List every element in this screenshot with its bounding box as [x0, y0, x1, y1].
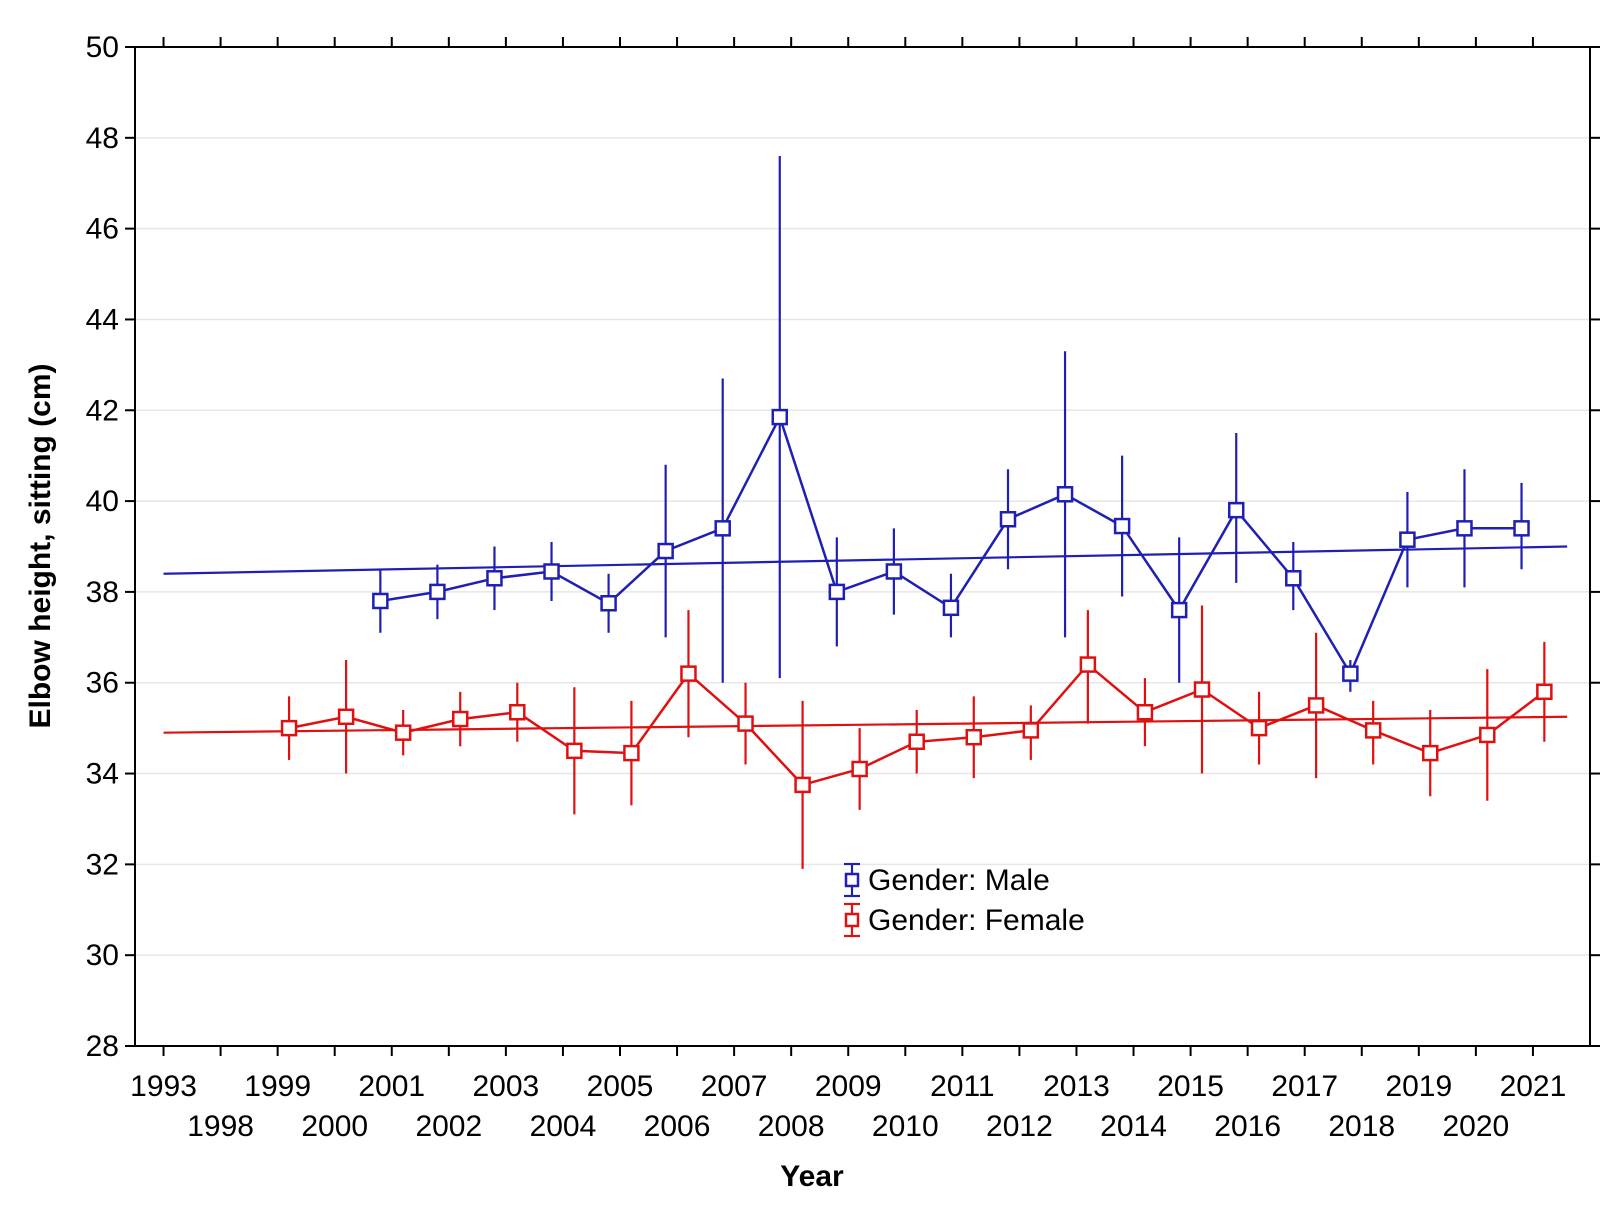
- data-point-male-2020: [1456, 520, 1473, 537]
- legend-marker-male: [844, 872, 860, 888]
- data-point-female-2005: [623, 744, 640, 762]
- data-point-female-2010: [908, 733, 925, 751]
- data-point-male-2018: [1342, 665, 1359, 682]
- x-tick-label-2009: 2009: [815, 1070, 882, 1103]
- x-tick-label-2014: 2014: [1100, 1110, 1167, 1143]
- legend-label-male: Gender: Male: [868, 864, 1050, 897]
- x-tick-label-2002: 2002: [415, 1110, 482, 1143]
- data-point-male-2015: [1170, 601, 1188, 619]
- x-axis-title: Year: [780, 1160, 844, 1193]
- y-tick-label-32: 32: [86, 848, 119, 881]
- data-point-male-2006: [657, 542, 674, 560]
- data-point-female-2008: [794, 776, 811, 794]
- data-point-male-2010: [885, 563, 903, 580]
- data-point-female-1999: [280, 719, 298, 737]
- legend-item-female: Gender: Female: [844, 902, 1085, 938]
- data-point-male-2008: [771, 408, 789, 426]
- x-tick-label-1998: 1998: [187, 1110, 254, 1143]
- data-point-female-2015: [1193, 681, 1211, 698]
- x-tick-label-2015: 2015: [1157, 1070, 1224, 1103]
- y-tick-label-50: 50: [86, 31, 119, 64]
- data-series: [280, 155, 1553, 869]
- data-point-male-2007: [714, 520, 731, 537]
- x-tick-label-2019: 2019: [1385, 1070, 1452, 1103]
- y-tick-label-38: 38: [86, 576, 119, 609]
- series-male: [372, 155, 1530, 692]
- y-tick-label-44: 44: [86, 303, 119, 336]
- data-point-male-2017: [1285, 570, 1302, 587]
- data-point-male-2003: [486, 570, 503, 587]
- data-point-female-2007: [737, 715, 754, 732]
- data-point-female-2001: [394, 724, 412, 741]
- x-tick-label-2018: 2018: [1328, 1110, 1395, 1143]
- legend-label-female: Gender: Female: [868, 904, 1085, 937]
- y-tick-label-46: 46: [86, 213, 119, 246]
- legend-marker-female: [844, 912, 860, 928]
- y-tick-label-34: 34: [86, 758, 119, 791]
- data-point-female-2006: [680, 665, 697, 682]
- data-point-male-2004: [543, 563, 560, 580]
- x-tick-label-2010: 2010: [872, 1110, 939, 1143]
- data-point-female-2012: [1022, 722, 1040, 739]
- x-tick-label-2004: 2004: [530, 1110, 597, 1143]
- x-tick-label-2003: 2003: [473, 1070, 540, 1103]
- series-female: [280, 605, 1553, 869]
- axes: 28 30 32 34 36 38 40 42 44 46 48 50 1993 1999 2001 2003…: [86, 31, 1600, 1143]
- x-tick-label-2017: 2017: [1271, 1070, 1338, 1103]
- data-point-male-2016: [1227, 501, 1245, 519]
- x-tick-label-2005: 2005: [587, 1070, 654, 1103]
- x-tick-label-2020: 2020: [1443, 1110, 1510, 1143]
- data-point-male-2014: [1113, 517, 1131, 535]
- data-point-female-2014: [1136, 703, 1154, 721]
- plot-frame: [134, 46, 1591, 1047]
- x-tick-label-2006: 2006: [644, 1110, 711, 1143]
- x-tick-label-2016: 2016: [1214, 1110, 1281, 1143]
- x-tick-label-2007: 2007: [701, 1070, 768, 1103]
- data-point-female-2020: [1479, 726, 1496, 744]
- data-point-female-2003: [509, 703, 526, 721]
- y-tick-label-28: 28: [86, 1030, 119, 1063]
- data-point-female-2011: [965, 728, 983, 746]
- y-tick-label-40: 40: [86, 485, 119, 518]
- y-tick-label-42: 42: [86, 394, 119, 427]
- x-tick-label-1999: 1999: [244, 1070, 311, 1103]
- data-point-female-2013: [1079, 656, 1097, 673]
- x-tick-label-1993: 1993: [130, 1070, 197, 1103]
- x-tick-label-2011: 2011: [930, 1070, 995, 1103]
- y-axis-title: Elbow height, sitting (cm): [24, 364, 57, 729]
- y-tick-label-30: 30: [86, 939, 119, 972]
- y-tick-label-36: 36: [86, 667, 119, 700]
- trend-line-male: [163, 545, 1568, 575]
- data-point-male-2005: [600, 595, 617, 612]
- x-tick-label-2021: 2021: [1500, 1070, 1567, 1103]
- data-point-male-2012: [999, 511, 1017, 528]
- data-point-male-2019: [1399, 531, 1416, 548]
- data-point-male-2013: [1056, 486, 1074, 503]
- legend: Gender: Male Gender: Female: [844, 862, 1085, 938]
- data-point-male-2002: [429, 583, 446, 601]
- data-point-female-2016: [1250, 719, 1268, 737]
- x-tick-label-2001: 2001: [358, 1070, 425, 1103]
- data-point-female-2009: [851, 760, 868, 778]
- data-point-male-2011: [942, 599, 960, 617]
- data-point-female-2004: [566, 742, 583, 760]
- data-point-female-2002: [451, 710, 469, 728]
- data-point-male-2009: [828, 583, 846, 601]
- x-tick-label-2012: 2012: [986, 1110, 1053, 1143]
- y-tick-label-48: 48: [86, 122, 119, 155]
- data-point-female-2000: [337, 708, 355, 726]
- data-point-male-2001: [372, 592, 389, 610]
- x-tick-label-2013: 2013: [1043, 1070, 1110, 1103]
- x-tick-label-2008: 2008: [758, 1110, 825, 1143]
- data-point-male-2021: [1513, 520, 1530, 537]
- legend-item-male: Gender: Male: [844, 862, 1050, 898]
- data-point-female-2021: [1536, 683, 1553, 701]
- data-point-female-2018: [1364, 722, 1382, 739]
- x-tick-label-2000: 2000: [301, 1110, 368, 1143]
- data-point-female-2019: [1421, 744, 1439, 762]
- data-point-female-2017: [1307, 697, 1325, 714]
- grid-lines: [135, 137, 1590, 956]
